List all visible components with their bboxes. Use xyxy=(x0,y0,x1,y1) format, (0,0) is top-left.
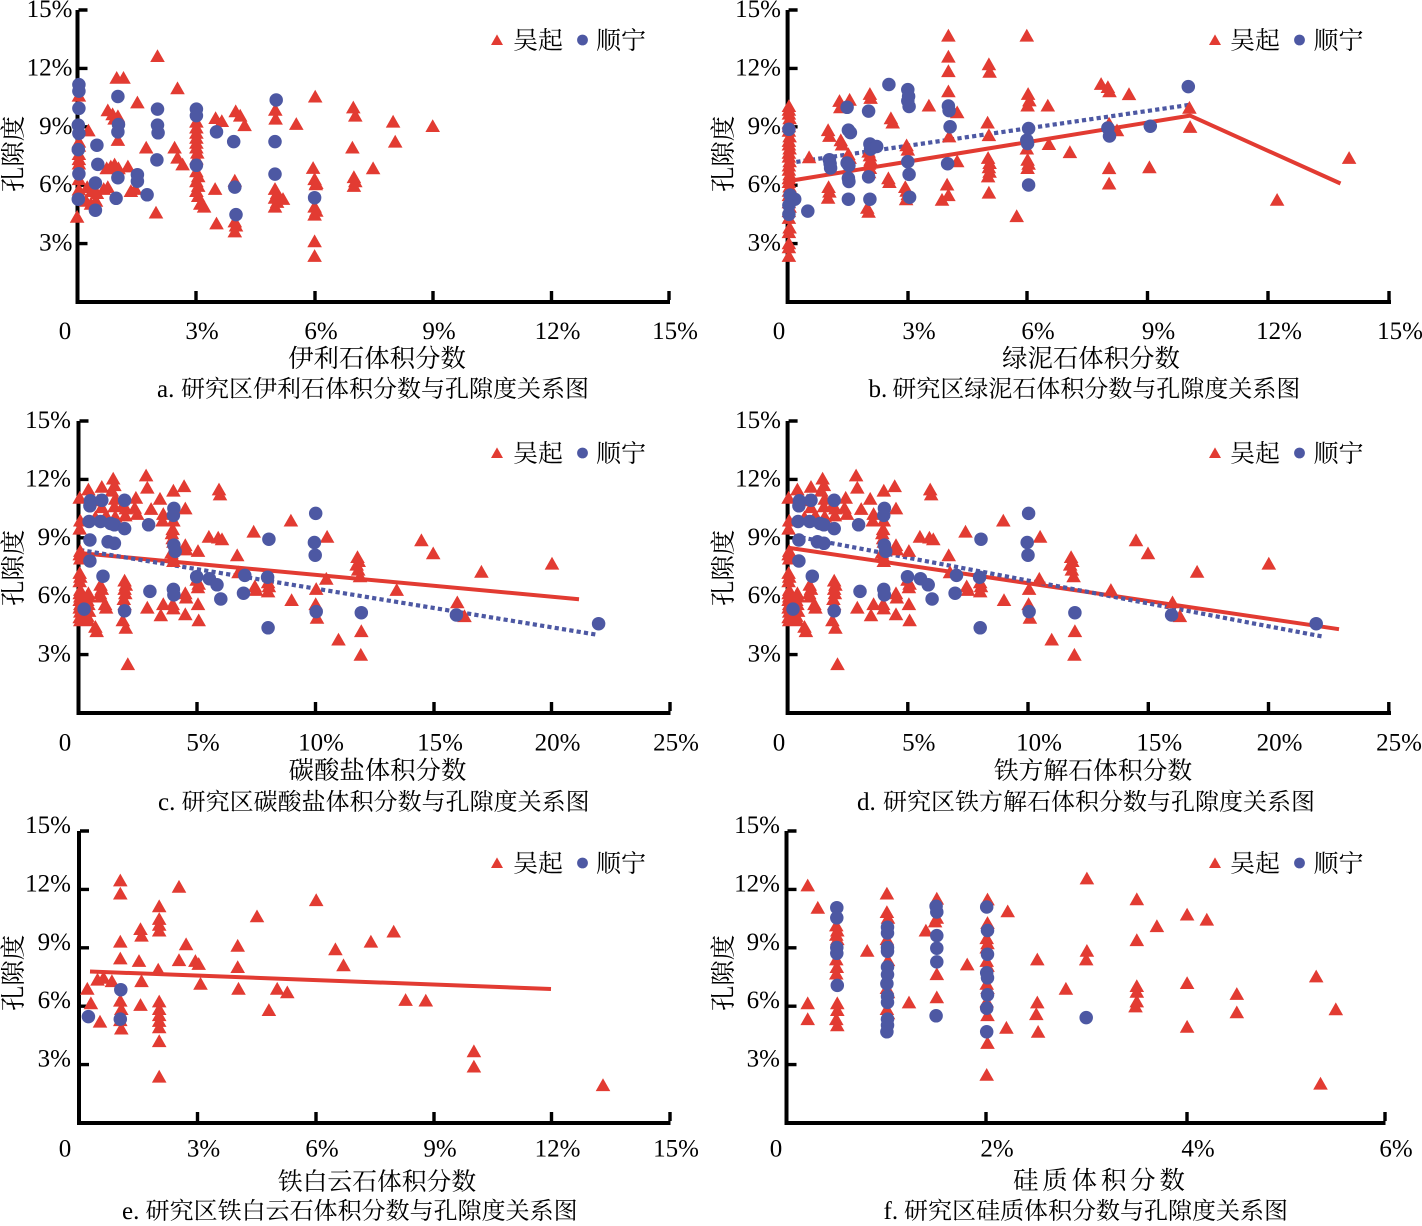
svg-text:4%: 4% xyxy=(1181,1136,1214,1163)
svg-text:6%: 6% xyxy=(748,171,781,198)
svg-text:0: 0 xyxy=(773,730,786,757)
svg-text:6%: 6% xyxy=(747,987,780,1014)
svg-text:6%: 6% xyxy=(1379,1136,1412,1163)
svg-text:15%: 15% xyxy=(27,0,73,23)
svg-text:3%: 3% xyxy=(38,1046,71,1073)
svg-text:9%: 9% xyxy=(747,929,780,956)
svg-text:12%: 12% xyxy=(735,54,781,81)
svg-text:6%: 6% xyxy=(1021,318,1054,345)
svg-text:6%: 6% xyxy=(39,171,72,198)
svg-text:12%: 12% xyxy=(734,870,780,897)
svg-text:15%: 15% xyxy=(652,318,698,345)
svg-text:15%: 15% xyxy=(417,730,463,757)
svg-text:3%: 3% xyxy=(748,641,781,668)
svg-text:f.: f. xyxy=(884,1198,899,1225)
svg-text:0: 0 xyxy=(773,318,786,345)
svg-text:15%: 15% xyxy=(25,407,71,434)
svg-text:9%: 9% xyxy=(38,524,71,551)
svg-text:20%: 20% xyxy=(535,730,581,757)
svg-text:9%: 9% xyxy=(38,929,71,956)
svg-text:3%: 3% xyxy=(748,230,781,257)
svg-text:9%: 9% xyxy=(423,1136,456,1163)
svg-text:12%: 12% xyxy=(25,870,71,897)
svg-text:12%: 12% xyxy=(27,54,73,81)
svg-text:20%: 20% xyxy=(1257,730,1303,757)
svg-text:6%: 6% xyxy=(305,1136,338,1163)
svg-text:3%: 3% xyxy=(185,318,218,345)
svg-text:9%: 9% xyxy=(1142,318,1175,345)
svg-text:25%: 25% xyxy=(1376,730,1422,757)
svg-text:0: 0 xyxy=(59,318,72,345)
svg-text:15%: 15% xyxy=(735,407,781,434)
svg-text:9%: 9% xyxy=(748,113,781,140)
svg-text:25%: 25% xyxy=(653,730,699,757)
svg-text:15%: 15% xyxy=(735,0,781,23)
svg-text:5%: 5% xyxy=(186,730,219,757)
svg-text:6%: 6% xyxy=(38,987,71,1014)
svg-text:5%: 5% xyxy=(902,730,935,757)
svg-text:0: 0 xyxy=(59,1136,72,1163)
svg-text:3%: 3% xyxy=(747,1046,780,1073)
svg-text:15%: 15% xyxy=(1136,730,1182,757)
svg-text:a.: a. xyxy=(157,376,174,403)
svg-text:3%: 3% xyxy=(187,1136,220,1163)
svg-text:12%: 12% xyxy=(535,1136,581,1163)
svg-text:10%: 10% xyxy=(1016,730,1062,757)
svg-text:e.: e. xyxy=(122,1198,139,1225)
svg-text:6%: 6% xyxy=(38,582,71,609)
svg-text:b.: b. xyxy=(869,376,888,403)
svg-text:12%: 12% xyxy=(735,465,781,492)
svg-text:12%: 12% xyxy=(1256,318,1302,345)
svg-text:2%: 2% xyxy=(980,1136,1013,1163)
svg-text:12%: 12% xyxy=(535,318,581,345)
svg-text:3%: 3% xyxy=(38,641,71,668)
svg-text:12%: 12% xyxy=(25,465,71,492)
svg-text:0: 0 xyxy=(59,730,72,757)
svg-text:c.: c. xyxy=(158,789,175,816)
svg-text:6%: 6% xyxy=(748,582,781,609)
svg-text:9%: 9% xyxy=(422,318,455,345)
svg-text:15%: 15% xyxy=(653,1136,699,1163)
svg-text:3%: 3% xyxy=(39,230,72,257)
svg-text:9%: 9% xyxy=(39,113,72,140)
svg-text:6%: 6% xyxy=(304,318,337,345)
svg-text:15%: 15% xyxy=(25,812,71,839)
svg-text:3%: 3% xyxy=(902,318,935,345)
svg-text:10%: 10% xyxy=(298,730,344,757)
svg-text:15%: 15% xyxy=(1377,318,1422,345)
svg-text:0: 0 xyxy=(770,1136,783,1163)
svg-text:d.: d. xyxy=(857,789,876,816)
svg-text:9%: 9% xyxy=(748,524,781,551)
svg-text:15%: 15% xyxy=(734,812,780,839)
